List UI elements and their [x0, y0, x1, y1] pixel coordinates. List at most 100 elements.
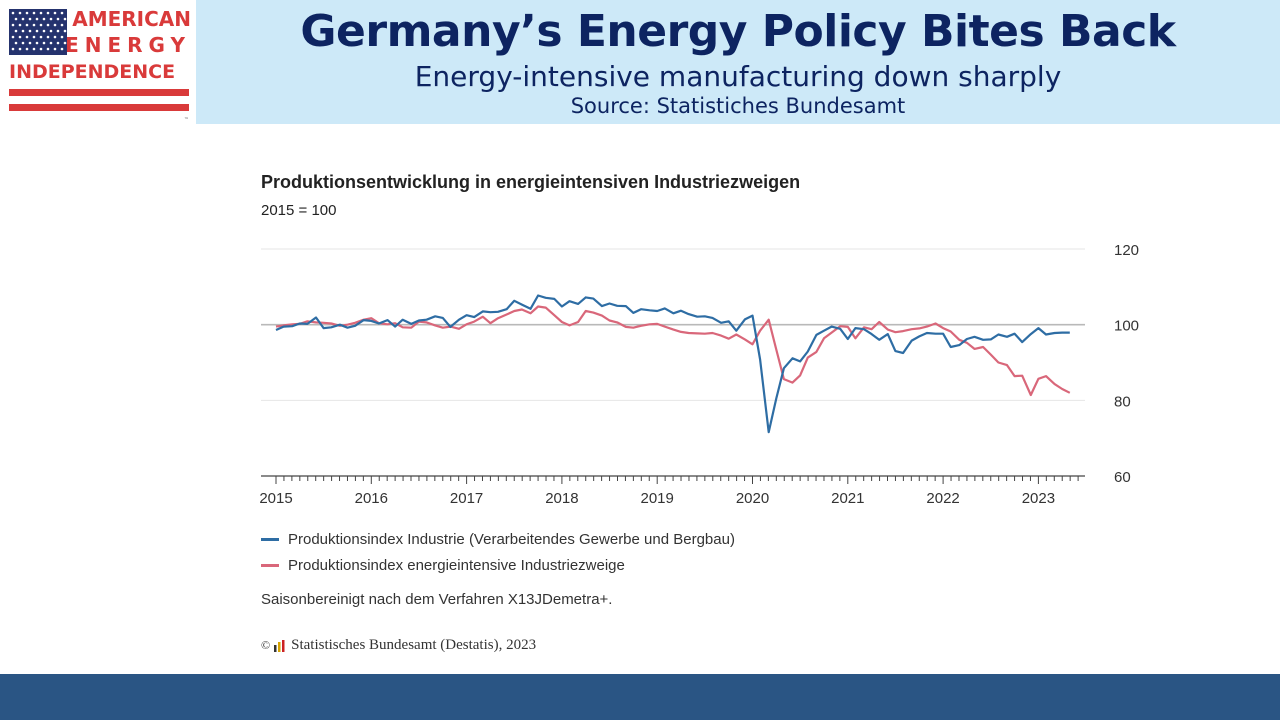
logo-graphic: AMERICAN ENERGY INDEPENDENCE ™ — [9, 7, 191, 123]
logo-star — [25, 47, 29, 51]
logo-star — [32, 23, 36, 27]
logo-star — [63, 41, 67, 45]
legend-swatch-industrie — [261, 537, 279, 541]
logo-star — [32, 11, 36, 15]
logo-star — [28, 41, 32, 45]
destatis-logo-icon — [274, 639, 285, 652]
y-tick-label: 120 — [1114, 242, 1139, 259]
logo-text-independence: INDEPENDENCE — [9, 61, 175, 83]
logo-text-energy: ENERGY — [65, 33, 191, 57]
header-band — [196, 0, 1280, 124]
logo-star — [53, 11, 57, 15]
logo-star — [63, 29, 67, 33]
logo-star — [28, 29, 32, 33]
logo-star — [18, 23, 22, 27]
logo-star — [32, 35, 36, 39]
logo-star — [25, 11, 29, 15]
logo-star — [46, 11, 50, 15]
seasonal-adjustment-note: Saisonbereinigt nach dem Verfahren X13JD… — [261, 591, 613, 608]
logo-star — [46, 47, 50, 51]
y-tick-label: 100 — [1114, 318, 1139, 335]
logo-star — [25, 35, 29, 39]
x-tick-label: 2017 — [450, 490, 483, 507]
legend-label-industrie: Produktionsindex Industrie (Verarbeitend… — [288, 530, 735, 548]
y-tick-label: 60 — [1114, 469, 1131, 486]
logo-star — [39, 23, 43, 27]
y-tick-label: 80 — [1114, 393, 1131, 410]
logo-star — [18, 35, 22, 39]
logo-star — [11, 23, 15, 27]
slide-source: Source: Statistiches Bundesamt — [570, 94, 906, 118]
logo-star — [39, 11, 43, 15]
logo-star — [11, 35, 15, 39]
logo-star — [46, 23, 50, 27]
logo-stripe — [9, 89, 189, 96]
logo-star — [56, 41, 60, 45]
x-tick-label: 2021 — [831, 490, 864, 507]
footer-band — [0, 674, 1280, 720]
logo-star — [14, 29, 18, 33]
series-line-industrie — [275, 294, 1070, 434]
logo-star — [18, 47, 22, 51]
x-tick-label: 2019 — [641, 490, 674, 507]
logo-text-american: AMERICAN — [72, 7, 191, 31]
logo-star — [25, 23, 29, 27]
x-tick-label: 2020 — [736, 490, 769, 507]
logo-star — [42, 41, 46, 45]
logo-star — [42, 29, 46, 33]
slide-title: Germany’s Energy Policy Bites Back — [300, 6, 1176, 57]
logo-star — [63, 17, 67, 21]
logo-star — [11, 47, 15, 51]
logo-stars — [11, 11, 67, 51]
legend-swatch-energieintensiv — [261, 563, 279, 567]
logo-star — [21, 29, 25, 33]
logo-star — [32, 47, 36, 51]
american-energy-independence-logo: AMERICAN ENERGY INDEPENDENCE ™ — [0, 0, 196, 124]
logo-star — [18, 11, 22, 15]
logo-star — [49, 41, 53, 45]
logo-star — [53, 23, 57, 27]
x-tick-label: 2015 — [259, 490, 292, 507]
logo-trademark: ™ — [184, 117, 189, 123]
logo-star — [49, 17, 53, 21]
copyright-text: Statistisches Bundesamt (Destatis), 2023 — [291, 637, 537, 653]
logo-star — [39, 35, 43, 39]
logo-star — [53, 47, 57, 51]
chart-legend: Produktionsindex Industrie (Verarbeitend… — [261, 526, 735, 578]
logo-star — [42, 17, 46, 21]
x-tick-label: 2016 — [355, 490, 388, 507]
series-line-energieintensiv — [275, 305, 1071, 397]
legend-item: Produktionsindex energieintensive Indust… — [261, 552, 735, 578]
legend-label-energieintensiv: Produktionsindex energieintensive Indust… — [288, 556, 625, 574]
x-tick-label: 2018 — [545, 490, 578, 507]
logo-star — [28, 17, 32, 21]
logo-star — [60, 23, 64, 27]
logo-star — [14, 41, 18, 45]
logo-star — [60, 11, 64, 15]
logo-star — [56, 17, 60, 21]
logo-star — [49, 29, 53, 33]
x-tick-label: 2023 — [1022, 490, 1055, 507]
logo-star — [21, 41, 25, 45]
slide-subtitle: Energy-intensive manufacturing down shar… — [414, 60, 1062, 93]
x-tick-label: 2022 — [926, 490, 959, 507]
logo-star — [60, 35, 64, 39]
logo-star — [35, 29, 39, 33]
logo-star — [11, 11, 15, 15]
logo-star — [53, 35, 57, 39]
chart-title: Produktionsentwicklung in energieintensi… — [261, 172, 801, 192]
logo-star — [60, 47, 64, 51]
logo-stripe — [9, 104, 189, 111]
logo-star — [21, 17, 25, 21]
copyright-symbol: © — [261, 638, 271, 652]
logo-star — [14, 17, 18, 21]
logo-star — [35, 41, 39, 45]
logo-star — [39, 47, 43, 51]
logo-star — [46, 35, 50, 39]
logo-star — [56, 29, 60, 33]
copyright: © Statistisches Bundesamt (Destatis), 20… — [261, 637, 536, 654]
legend-item: Produktionsindex Industrie (Verarbeitend… — [261, 526, 735, 552]
logo-star — [35, 17, 39, 21]
chart-subtitle: 2015 = 100 — [261, 202, 337, 219]
